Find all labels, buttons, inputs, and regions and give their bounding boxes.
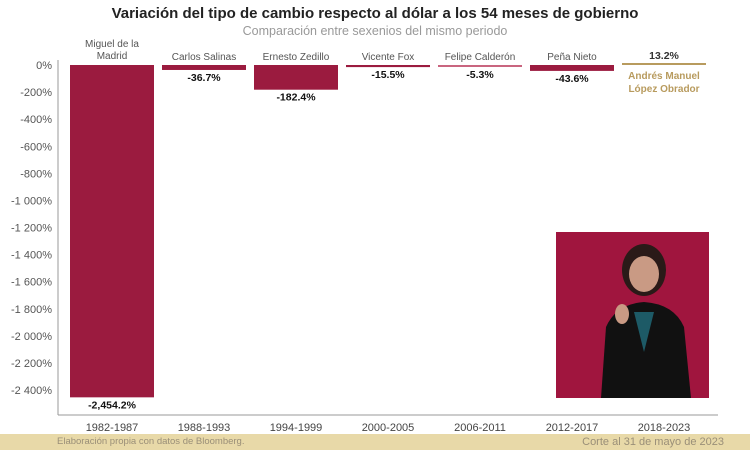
bar: [162, 65, 246, 70]
president-name-label: Felipe Calderón: [445, 52, 516, 63]
x-tick-label: 2012-2017: [546, 422, 599, 434]
x-tick-label: 2006-2011: [454, 422, 506, 434]
data-label: 13.2%: [649, 50, 679, 62]
chart-title: Variación del tipo de cambio respecto al…: [111, 5, 639, 22]
bar: [70, 65, 154, 398]
source-note: Elaboración propia con datos de Bloomber…: [57, 436, 245, 447]
president-name-label: Ernesto Zedillo: [263, 52, 330, 63]
y-tick-label: -1 400%: [11, 250, 52, 262]
y-tick-label: -1 800%: [11, 304, 52, 316]
x-tick-label: 2000-2005: [362, 422, 415, 434]
x-tick-label: 1982-1987: [86, 422, 139, 434]
x-tick-label: 2018-2023: [638, 422, 691, 434]
president-name-label: Peña Nieto: [547, 52, 597, 63]
y-tick-label: -2 400%: [11, 385, 52, 397]
bar: [346, 65, 430, 68]
y-tick-label: -1 000%: [11, 195, 52, 207]
president-name-label: Andrés Manuel López Obrador: [628, 71, 700, 95]
data-label: -15.5%: [371, 69, 405, 81]
cutoff-date: Corte al 31 de mayo de 2023: [582, 436, 724, 448]
y-tick-label: -2 000%: [11, 331, 52, 343]
y-tick-label: 0%: [36, 60, 52, 72]
president-name-label: Miguel de la Madrid: [85, 39, 139, 62]
bar: [254, 65, 338, 90]
data-label: -5.3%: [466, 69, 494, 81]
y-tick-label: -400%: [20, 114, 52, 126]
y-tick-label: -800%: [20, 168, 52, 180]
president-name-label: Carlos Salinas: [172, 52, 236, 63]
y-tick-label: -200%: [20, 87, 52, 99]
data-label: -43.6%: [555, 73, 589, 85]
sign-language-interpreter-video: [556, 232, 709, 398]
y-tick-label: -1 200%: [11, 223, 52, 235]
interpreter-silhouette-icon: [601, 244, 691, 398]
y-tick-label: -2 200%: [11, 358, 52, 370]
x-tick-label: 1994-1999: [270, 422, 323, 434]
y-tick-label: -600%: [20, 141, 52, 153]
data-label: -182.4%: [276, 92, 316, 104]
bar: [438, 65, 522, 67]
x-tick-label: 1988-1993: [178, 422, 231, 434]
bar: [622, 63, 706, 65]
y-tick-label: -1 600%: [11, 277, 52, 289]
chart-subtitle: Comparación entre sexenios del mismo per…: [242, 24, 508, 38]
president-name-label: Vicente Fox: [362, 52, 415, 63]
data-label: -2,454.2%: [88, 399, 137, 411]
bar: [530, 65, 614, 71]
footer: Elaboración propia con datos de Bloomber…: [0, 434, 750, 450]
data-label: -36.7%: [187, 72, 221, 84]
